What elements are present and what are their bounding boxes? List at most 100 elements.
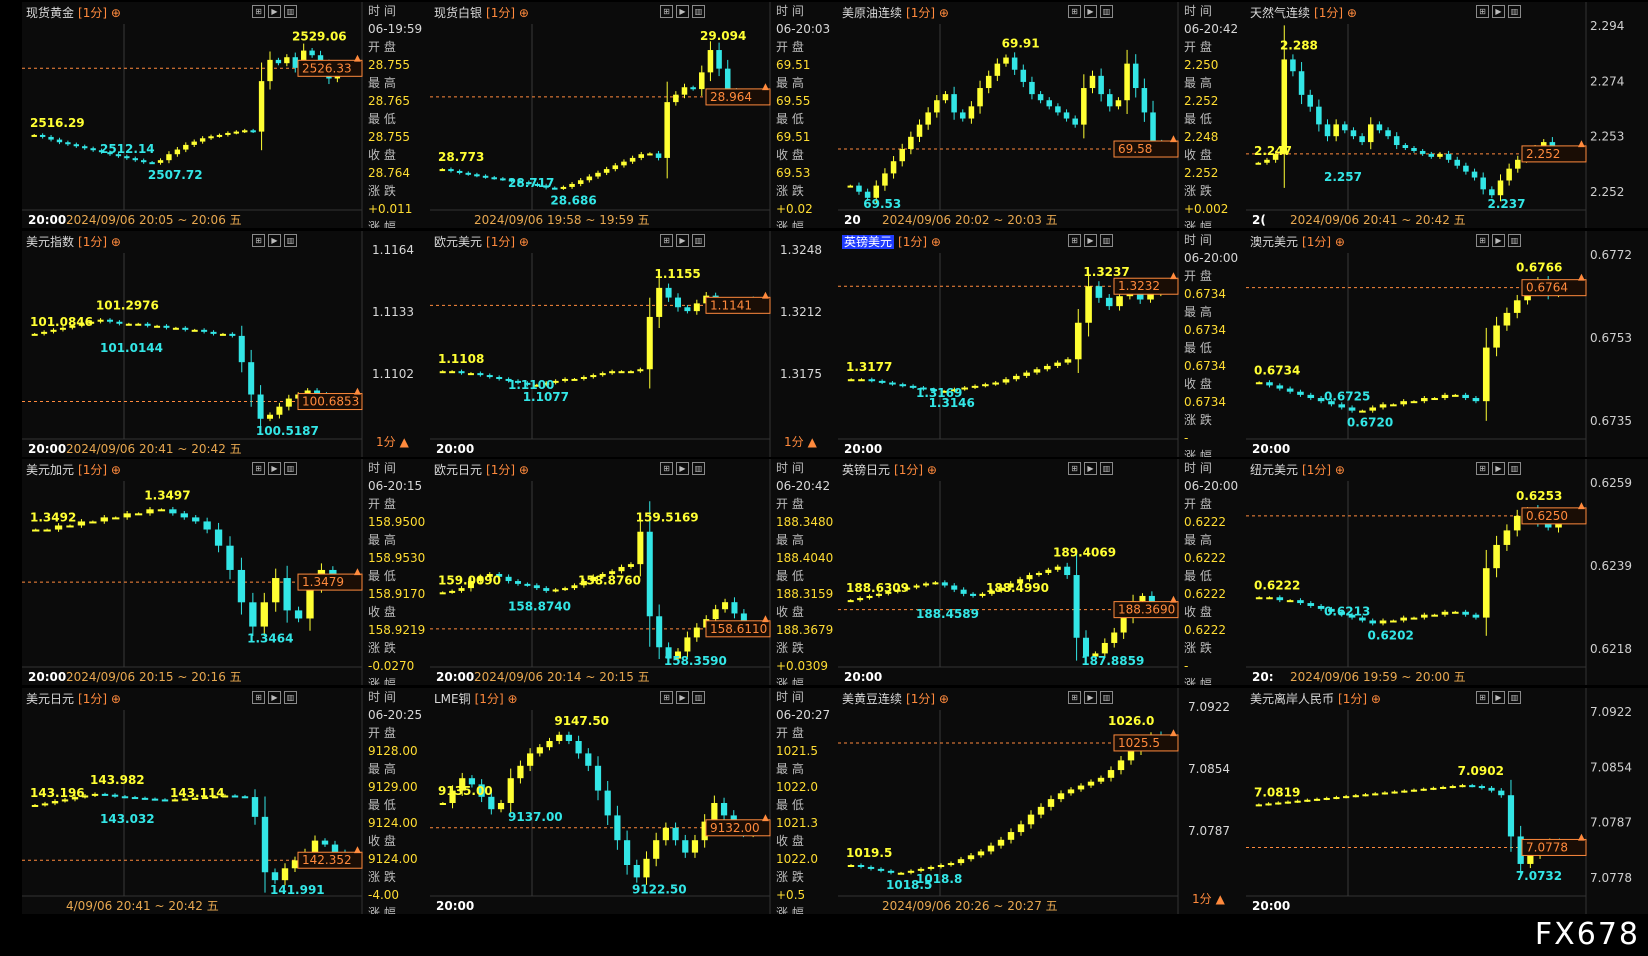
chart-panel[interactable]: 英镑日元[1分] ⊕ ⊞▶▥189.5894188.9818188.3742188… bbox=[838, 459, 1242, 685]
chart-panel[interactable]: 现货黄金[1分] ⊕⊞▶▥2531.622523.102514.572510.4… bbox=[22, 2, 426, 228]
indicator-icon[interactable]: ▥ bbox=[1100, 5, 1113, 18]
play-icon[interactable]: ▶ bbox=[1492, 462, 1505, 475]
expand-icon[interactable]: ⊞ bbox=[1476, 5, 1489, 18]
chart-panel[interactable]: 欧元日元[1分] ⊕⊞▶▥159.6569159.1908158.7247158… bbox=[430, 459, 834, 685]
chart-title[interactable]: 欧元美元 [1分] ⊕ bbox=[434, 233, 529, 250]
indicator-icon[interactable]: ▥ bbox=[692, 691, 705, 704]
chart-title[interactable]: 美原油连续 [1分] ⊕ bbox=[842, 4, 949, 21]
chart-panel[interactable]: 现货白银[1分] ⊕⊞▶▥29.14328.98028.81728.964▲29… bbox=[430, 2, 834, 228]
period-tag[interactable]: [1分] ⊕ bbox=[1338, 692, 1381, 706]
chart-title[interactable]: 澳元美元 [1分] ⊕ bbox=[1250, 233, 1345, 250]
period-badge[interactable]: 1分 ▲ bbox=[784, 433, 817, 451]
chart-title[interactable]: 美元离岸人民币 [1分] ⊕ bbox=[1250, 690, 1381, 707]
chart-panel[interactable]: 美元离岸人民币 [1分] ⊕ ⊞ ▶ ▥ 7.0922 7.0854 7.0787 7.0778… bbox=[1246, 688, 1648, 914]
chart-title[interactable]: LME铜 [1分] ⊕ bbox=[434, 690, 518, 707]
play-icon[interactable]: ▶ bbox=[676, 5, 689, 18]
indicator-icon[interactable]: ▥ bbox=[1508, 462, 1521, 475]
indicator-icon[interactable]: ▥ bbox=[692, 5, 705, 18]
chart-title[interactable]: 美元指数 [1分] ⊕ bbox=[26, 233, 121, 250]
chart-panel[interactable]: 美元加元[1分] ⊕⊞▶▥1.35011.34881.34751.34641.3… bbox=[22, 459, 426, 685]
expand-icon[interactable]: ⊞ bbox=[1068, 234, 1081, 247]
expand-icon[interactable]: ⊞ bbox=[660, 691, 673, 704]
play-icon[interactable]: ▶ bbox=[1084, 234, 1097, 247]
expand-icon[interactable]: ⊞ bbox=[1476, 234, 1489, 247]
chart-title[interactable]: 英镑日元 [1分] ⊕ bbox=[842, 461, 937, 478]
period-tag[interactable]: [1分] ⊕ bbox=[1302, 235, 1345, 249]
indicator-icon[interactable]: ▥ bbox=[284, 462, 297, 475]
play-icon[interactable]: ▶ bbox=[268, 5, 281, 18]
indicator-icon[interactable]: ▥ bbox=[1100, 462, 1113, 475]
period-tag[interactable]: [1分] ⊕ bbox=[78, 692, 121, 706]
play-icon[interactable]: ▶ bbox=[268, 691, 281, 704]
period-tag[interactable]: [1分] ⊕ bbox=[906, 692, 949, 706]
chart-title[interactable]: 美元日元 [1分] ⊕ bbox=[26, 690, 121, 707]
expand-icon[interactable]: ⊞ bbox=[252, 691, 265, 704]
expand-icon[interactable]: ⊞ bbox=[252, 5, 265, 18]
indicator-icon[interactable]: ▥ bbox=[1508, 691, 1521, 704]
candle-body bbox=[456, 170, 463, 173]
chart-panel[interactable]: LME铜[1分] ⊕⊞▶▥9150.509140.519132.009132.0… bbox=[430, 688, 834, 914]
period-tag[interactable]: [1分] ⊕ bbox=[78, 6, 121, 20]
chart-panel[interactable]: 美元指数[1分] ⊕⊞▶▥101.3875101.0883100.7891100… bbox=[22, 231, 426, 457]
chart-title[interactable]: 英镑美元 [1分] ⊕ bbox=[842, 233, 941, 250]
play-icon[interactable]: ▶ bbox=[676, 234, 689, 247]
chart-title[interactable]: 美元加元 [1分] ⊕ bbox=[26, 461, 121, 478]
chart-panel[interactable]: 纽元美元 [1分] ⊕ ⊞ ▶ ▥ 0.6259 0.6239 0.6218 0.6250 ▲ 0.… bbox=[1246, 459, 1648, 685]
expand-icon[interactable]: ⊞ bbox=[252, 462, 265, 475]
period-tag[interactable]: [1分] ⊕ bbox=[486, 6, 529, 20]
chart-title[interactable]: 欧元日元 [1分] ⊕ bbox=[434, 461, 529, 478]
play-icon[interactable]: ▶ bbox=[1492, 5, 1505, 18]
expand-icon[interactable]: ⊞ bbox=[660, 234, 673, 247]
chart-panel[interactable]: 美黄豆连续[1分] ⊕⊞▶▥1026.91023.91020.91018.010… bbox=[838, 688, 1242, 914]
play-icon[interactable]: ▶ bbox=[676, 462, 689, 475]
period-tag[interactable]: [1分] ⊕ bbox=[78, 463, 121, 477]
high-label: 159.5169 bbox=[636, 511, 699, 525]
chart-title[interactable]: 现货白银 [1分] ⊕ bbox=[434, 4, 529, 21]
play-icon[interactable]: ▶ bbox=[268, 462, 281, 475]
play-icon[interactable]: ▶ bbox=[1084, 5, 1097, 18]
period-tag[interactable]: [1分] ⊕ bbox=[1302, 463, 1345, 477]
play-icon[interactable]: ▶ bbox=[1084, 462, 1097, 475]
period-tag[interactable]: [1分] ⊕ bbox=[894, 463, 937, 477]
indicator-icon[interactable]: ▥ bbox=[1508, 5, 1521, 18]
indicator-icon[interactable]: ▥ bbox=[284, 234, 297, 247]
indicator-icon[interactable]: ▥ bbox=[284, 5, 297, 18]
chart-title[interactable]: 纽元美元 [1分] ⊕ bbox=[1250, 461, 1345, 478]
period-badge[interactable]: 1分 ▲ bbox=[376, 433, 409, 451]
chart-panel[interactable]: 美原油连续[1分] ⊕⊞▶▥69.9769.7769.58▲69.9169.53… bbox=[838, 2, 1242, 228]
indicator-icon[interactable]: ▥ bbox=[692, 234, 705, 247]
expand-icon[interactable]: ⊞ bbox=[1476, 462, 1489, 475]
indicator-icon[interactable]: ▥ bbox=[1100, 234, 1113, 247]
expand-icon[interactable]: ⊞ bbox=[1068, 691, 1081, 704]
chart-title[interactable]: 天然气连续 [1分] ⊕ bbox=[1250, 4, 1357, 21]
period-tag[interactable]: [1分] ⊕ bbox=[906, 6, 949, 20]
chart-title[interactable]: 现货黄金 [1分] ⊕ bbox=[26, 4, 121, 21]
play-icon[interactable]: ▶ bbox=[1084, 691, 1097, 704]
expand-icon[interactable]: ⊞ bbox=[1476, 691, 1489, 704]
play-icon[interactable]: ▶ bbox=[1492, 691, 1505, 704]
period-tag[interactable]: [1分] ⊕ bbox=[486, 235, 529, 249]
period-tag[interactable]: [1分] ⊕ bbox=[78, 235, 121, 249]
period-tag[interactable]: [1分] ⊕ bbox=[474, 692, 518, 706]
chart-panel[interactable]: 欧元美元[1分] ⊕⊞▶▥1.11641.11331.11021.1141▲1.… bbox=[430, 231, 834, 457]
chart-panel[interactable]: 天然气连续 [1分] ⊕ ⊞ ▶ ▥ 2.294 2.274 2.253 2.252 2.252 ▲… bbox=[1246, 2, 1648, 228]
chart-title[interactable]: 美黄豆连续 [1分] ⊕ bbox=[842, 690, 949, 707]
expand-icon[interactable]: ⊞ bbox=[252, 234, 265, 247]
expand-icon[interactable]: ⊞ bbox=[1068, 462, 1081, 475]
indicator-icon[interactable]: ▥ bbox=[1508, 234, 1521, 247]
play-icon[interactable]: ▶ bbox=[676, 691, 689, 704]
expand-icon[interactable]: ⊞ bbox=[1068, 5, 1081, 18]
play-icon[interactable]: ▶ bbox=[1492, 234, 1505, 247]
period-tag[interactable]: [1分] ⊕ bbox=[898, 235, 941, 249]
period-badge[interactable]: 1分 ▲ bbox=[1192, 890, 1225, 908]
expand-icon[interactable]: ⊞ bbox=[660, 462, 673, 475]
expand-icon[interactable]: ⊞ bbox=[660, 5, 673, 18]
indicator-icon[interactable]: ▥ bbox=[1100, 691, 1113, 704]
period-tag[interactable]: [1分] ⊕ bbox=[486, 463, 529, 477]
period-tag[interactable]: [1分] ⊕ bbox=[1314, 6, 1357, 20]
indicator-icon[interactable]: ▥ bbox=[692, 462, 705, 475]
chart-panel[interactable]: 澳元美元 [1分] ⊕ ⊞ ▶ ▥ 0.6772 0.6753 0.6735 0.6764 ▲ 0.… bbox=[1246, 231, 1648, 457]
indicator-icon[interactable]: ▥ bbox=[284, 691, 297, 704]
play-icon[interactable]: ▶ bbox=[268, 234, 281, 247]
chart-panel[interactable]: 英镑美元[1分] ⊕⊞▶▥1.32481.32121.31751.3232▲1.… bbox=[838, 231, 1242, 457]
